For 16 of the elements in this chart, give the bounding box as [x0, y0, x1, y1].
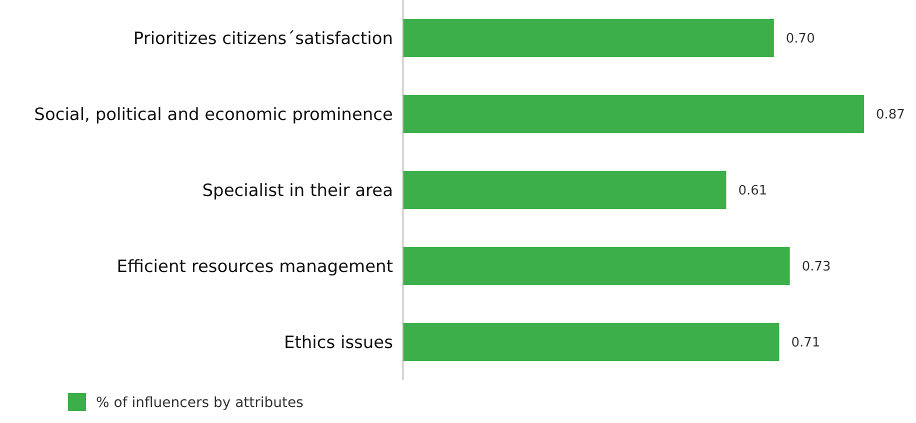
bar [403, 19, 774, 57]
data-label: 0.87 [876, 108, 905, 123]
data-label: 0.71 [791, 336, 820, 351]
bar [403, 323, 780, 361]
bar [403, 171, 726, 209]
bar [403, 95, 864, 133]
y-tick-label: Specialist in their area [202, 180, 393, 201]
legend-label: % of influencers by attributes [96, 394, 304, 411]
bar [403, 247, 790, 285]
y-tick-label: Ethics issues [284, 332, 394, 353]
data-label: 0.70 [786, 32, 815, 47]
data-label: 0.61 [738, 184, 768, 199]
y-tick-label: Social, political and economic prominence [34, 104, 393, 125]
data-label: 0.73 [802, 260, 831, 275]
y-tick-label: Efficient resources management [116, 256, 394, 277]
y-tick-label: Prioritizes citizens´satisfaction [133, 28, 393, 49]
